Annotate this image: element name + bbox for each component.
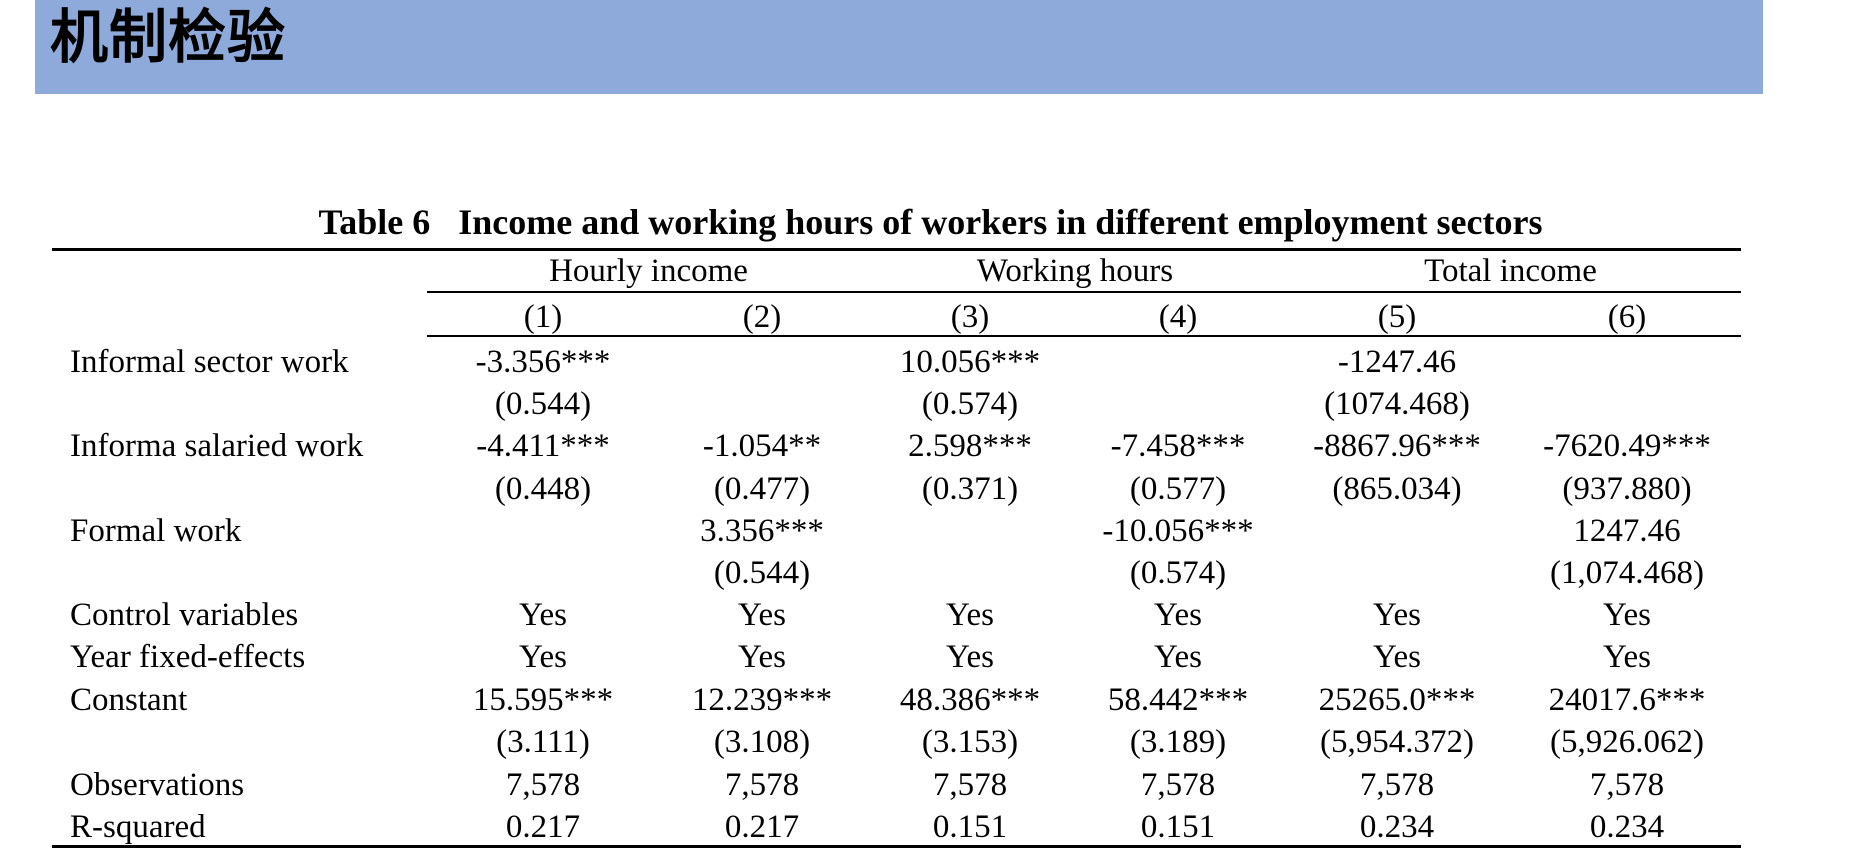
- table-cell: 0.151: [932, 809, 1008, 845]
- table-cell: (937.880): [1562, 471, 1692, 507]
- table-cell: (1,074.468): [1550, 555, 1704, 591]
- table-cell: Yes: [1372, 639, 1422, 675]
- table-cell: (5,926.062): [1550, 724, 1704, 760]
- table-cell: Yes: [1602, 597, 1652, 633]
- table-cell: 58.442***: [1107, 682, 1249, 718]
- table-cell: (1074.468): [1324, 386, 1470, 422]
- column-header: (5): [1377, 299, 1417, 335]
- column-header: (6): [1607, 299, 1647, 335]
- table-cell: (0.544): [713, 555, 811, 591]
- row-label: Formal work: [70, 513, 242, 549]
- table-cell: Yes: [945, 597, 995, 633]
- table-cell: -8867.96***: [1313, 428, 1481, 464]
- table-cell: 1247.46: [1573, 513, 1681, 549]
- column-header-rule: [427, 335, 1741, 337]
- table-caption: Table 6 Income and working hours of worke…: [0, 200, 1861, 244]
- table-cell: (0.574): [1129, 555, 1227, 591]
- table-cell: -10.056***: [1102, 513, 1254, 549]
- table-cell: 0.151: [1140, 809, 1216, 845]
- table-cell: (0.574): [921, 386, 1019, 422]
- table-cell: 7,578: [724, 767, 800, 803]
- table-cell: Yes: [518, 639, 568, 675]
- table-cell: 0.217: [724, 809, 800, 845]
- column-header: (3): [950, 299, 990, 335]
- table-cell: (3.189): [1129, 724, 1227, 760]
- table-cell: 0.217: [505, 809, 581, 845]
- row-label: R-squared: [70, 809, 206, 845]
- group-header: Total income: [1424, 253, 1597, 289]
- table-cell: Yes: [737, 639, 787, 675]
- table-cell: -4.411***: [476, 428, 610, 464]
- table-cell: Yes: [518, 597, 568, 633]
- table-cell: (0.371): [921, 471, 1019, 507]
- table-cell: (3.153): [921, 724, 1019, 760]
- table-cell: 7,578: [932, 767, 1008, 803]
- table-cell: (0.577): [1129, 471, 1227, 507]
- table-cell: Yes: [1372, 597, 1422, 633]
- table-cell: 48.386***: [899, 682, 1041, 718]
- table-cell: (3.111): [496, 724, 590, 760]
- table-cell: Yes: [945, 639, 995, 675]
- table-cell: 0.234: [1359, 809, 1435, 845]
- group-header: Working hours: [976, 253, 1174, 289]
- table-cell: -7.458***: [1110, 428, 1246, 464]
- row-label: Constant: [70, 682, 188, 718]
- table-cell: 25265.0***: [1318, 682, 1476, 718]
- table-cell: Yes: [737, 597, 787, 633]
- table-top-rule: [52, 248, 1741, 251]
- table-cell: Yes: [1153, 639, 1203, 675]
- column-header: (4): [1158, 299, 1198, 335]
- group-header: Hourly income: [549, 253, 748, 289]
- table-cell: 2.598***: [908, 428, 1032, 464]
- table-cell: (0.448): [494, 471, 592, 507]
- table-cell: (3.108): [713, 724, 811, 760]
- table-number: Table 6: [318, 202, 431, 242]
- table-cell: 7,578: [505, 767, 581, 803]
- slide-header-banner: [35, 0, 1763, 94]
- column-header: (2): [742, 299, 782, 335]
- table-cell: 24017.6***: [1548, 682, 1706, 718]
- row-label: Year fixed-effects: [70, 639, 306, 675]
- row-label: Informa salaried work: [70, 428, 364, 464]
- table-cell: Yes: [1153, 597, 1203, 633]
- table-caption-text: Income and working hours of workers in d…: [458, 202, 1543, 242]
- group-header-rule: [427, 291, 1741, 293]
- table-cell: -7620.49***: [1543, 428, 1711, 464]
- table-cell: (0.544): [494, 386, 592, 422]
- table-cell: (865.034): [1332, 471, 1462, 507]
- table-cell: -1247.46: [1337, 344, 1457, 380]
- table-cell: -3.356***: [475, 344, 611, 380]
- table-cell: 10.056***: [899, 344, 1041, 380]
- table-cell: 7,578: [1359, 767, 1435, 803]
- row-label: Observations: [70, 767, 245, 803]
- table-bottom-rule: [52, 845, 1741, 848]
- table-cell: (0.477): [713, 471, 811, 507]
- table-cell: 7,578: [1140, 767, 1216, 803]
- row-label: Control variables: [70, 597, 299, 633]
- table-cell: (5,954.372): [1320, 724, 1474, 760]
- table-cell: 15.595***: [472, 682, 614, 718]
- table-cell: Yes: [1602, 639, 1652, 675]
- table-cell: 12.239***: [691, 682, 833, 718]
- table-cell: 0.234: [1589, 809, 1665, 845]
- table-cell: 3.356***: [700, 513, 824, 549]
- slide-title: 机制检验: [50, 3, 287, 71]
- table-cell: -1.054**: [702, 428, 822, 464]
- column-header: (1): [523, 299, 563, 335]
- table-cell: 7,578: [1589, 767, 1665, 803]
- row-label: Informal sector work: [70, 344, 349, 380]
